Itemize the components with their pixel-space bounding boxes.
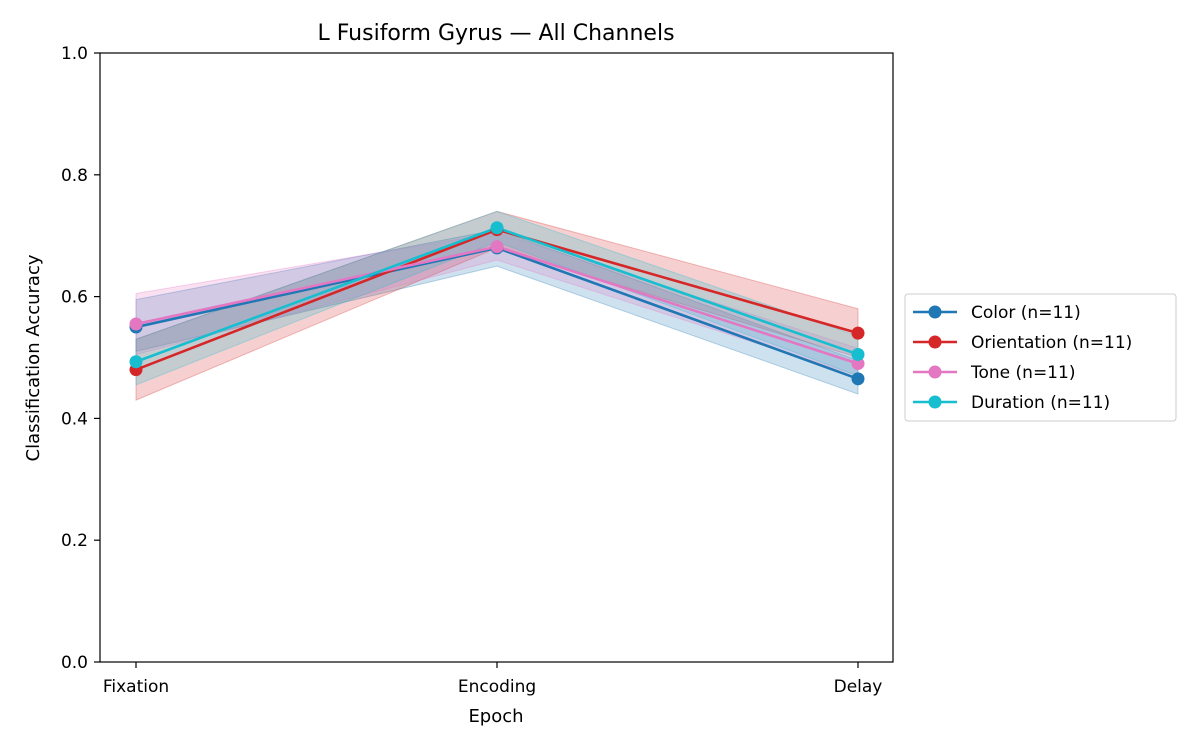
legend-label: Orientation (n=11) (971, 333, 1132, 353)
legend-marker (928, 365, 942, 379)
legend-label: Color (n=11) (971, 303, 1081, 323)
data-point (490, 221, 504, 235)
y-tick-label: 0.8 (61, 166, 88, 186)
legend: Color (n=11) Orientation (n=11) Tone (n=11… (904, 293, 1177, 422)
legend-marker (928, 395, 942, 409)
legend-marker (928, 305, 942, 319)
y-axis-label: Classification Accuracy (23, 254, 44, 461)
y-tick-label: 0.6 (61, 288, 88, 308)
x-tick-label: Encoding (458, 677, 536, 697)
data-point (851, 372, 865, 386)
x-axis: Fixation Encoding Delay (103, 662, 883, 697)
legend-label: Duration (n=11) (971, 393, 1110, 413)
legend-box (904, 293, 1177, 422)
legend-marker (928, 335, 942, 349)
data-point (490, 240, 504, 254)
legend-label: Tone (n=11) (970, 363, 1075, 383)
y-tick-label: 1.0 (61, 44, 88, 64)
data-point (129, 355, 143, 369)
y-tick-label: 0.4 (61, 409, 88, 429)
y-axis: 0.0 0.2 0.4 0.6 0.8 1.0 (61, 44, 100, 673)
data-point (851, 347, 865, 361)
x-axis-label: Epoch (468, 706, 523, 727)
data-point (851, 326, 865, 340)
y-tick-label: 0.2 (61, 531, 88, 551)
chart-title: L Fusiform Gyrus — All Channels (317, 21, 674, 46)
series-points (129, 221, 865, 386)
data-point (851, 357, 865, 371)
y-tick-label: 0.0 (61, 653, 88, 673)
data-point (129, 317, 143, 331)
x-tick-label: Fixation (103, 677, 169, 697)
x-tick-label: Delay (834, 677, 883, 697)
